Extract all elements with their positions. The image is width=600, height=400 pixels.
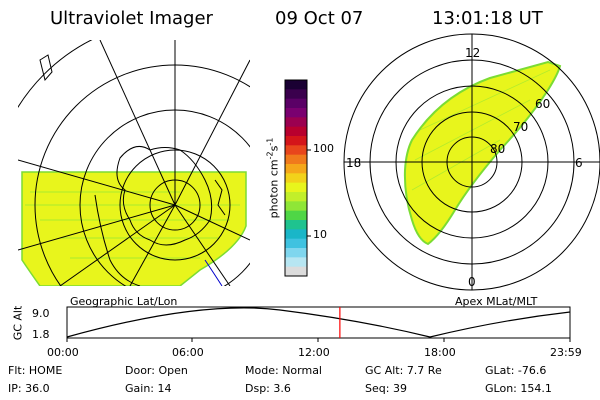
timeline-xtick-2359: 23:59	[550, 346, 582, 359]
timeline-xtick-1800: 18:00	[424, 346, 456, 359]
status-dsp: Dsp: 3.6	[245, 382, 291, 395]
colorbar-segment	[285, 108, 307, 118]
geo-panel-label: Geographic Lat/Lon	[70, 295, 178, 308]
colorbar-segment	[285, 192, 307, 202]
date-readout: 09 Oct 07	[275, 8, 364, 29]
colorbar-segment	[285, 238, 307, 249]
colorbar-segment	[285, 126, 307, 137]
timeline-axis-title: GC Alt	[11, 305, 25, 341]
colorbar-segment	[285, 117, 307, 128]
colorbar-segment	[285, 98, 307, 109]
time-readout: 13:01:18 UT	[432, 8, 543, 29]
status-glon: GLon: 154.1	[485, 382, 552, 395]
colorbar	[285, 80, 307, 277]
colorbar-tick-10: 10	[313, 228, 327, 241]
status-gc-alt: GC Alt: 7.7 Re	[365, 364, 442, 377]
timeline-xtick-0000: 00:00	[47, 346, 79, 359]
status-mode: Mode: Normal	[245, 364, 322, 377]
colorbar-segment	[285, 164, 307, 174]
colorbar-segment	[285, 229, 307, 240]
status-door: Door: Open	[125, 364, 188, 377]
colorbar-segment	[285, 145, 307, 156]
status-glat: GLat: -76.6	[485, 364, 547, 377]
timeline-ytick-low: 1.8	[32, 328, 50, 341]
colorbar-segment	[285, 80, 307, 90]
colorbar-segment	[285, 201, 307, 212]
colorbar-segment	[285, 248, 307, 258]
lat-label-80: 80	[490, 142, 506, 156]
timeline-xtick-1200: 12:00	[298, 346, 330, 359]
colorbar-segment	[285, 266, 307, 277]
status-flight: Flt: HOME	[8, 364, 63, 377]
status-seq: Seq: 39	[365, 382, 407, 395]
lat-label-70: 70	[513, 120, 529, 134]
island-outline	[39, 54, 53, 82]
colorbar-segment	[285, 136, 307, 146]
status-gain: Gain: 14	[125, 382, 172, 395]
colorbar-segment	[285, 154, 307, 165]
timeline-xtick-0600: 06:00	[172, 346, 204, 359]
mlt-label-left: 18	[346, 156, 362, 170]
mlt-label-bottom: 0	[468, 275, 476, 289]
orbit-timeline	[66, 306, 571, 342]
mlt-label-right: 6	[575, 156, 583, 170]
timeline-ytick-high: 9.0	[32, 307, 50, 320]
colorbar-unit-label: photon cm-2s-1	[265, 137, 281, 219]
colorbar-segment	[285, 210, 307, 221]
geo-lon-grid	[18, 40, 250, 286]
colorbar-segment	[285, 220, 307, 230]
lat-label-60: 60	[535, 97, 551, 111]
apex-panel-label: Apex MLat/MLT	[455, 295, 538, 308]
apex-polar-panel	[343, 33, 600, 291]
colorbar-segment	[285, 173, 307, 184]
altitude-curve	[66, 307, 571, 338]
antarctica-coastline	[116, 145, 213, 246]
colorbar-segment	[285, 257, 307, 268]
colorbar-tick-100: 100	[313, 142, 334, 155]
mlt-label-top: 12	[465, 46, 481, 60]
colorbar-segment	[285, 89, 307, 100]
status-ip: IP: 36.0	[8, 382, 50, 395]
colorbar-segment	[285, 182, 307, 193]
instrument-title: Ultraviolet Imager	[50, 8, 213, 29]
